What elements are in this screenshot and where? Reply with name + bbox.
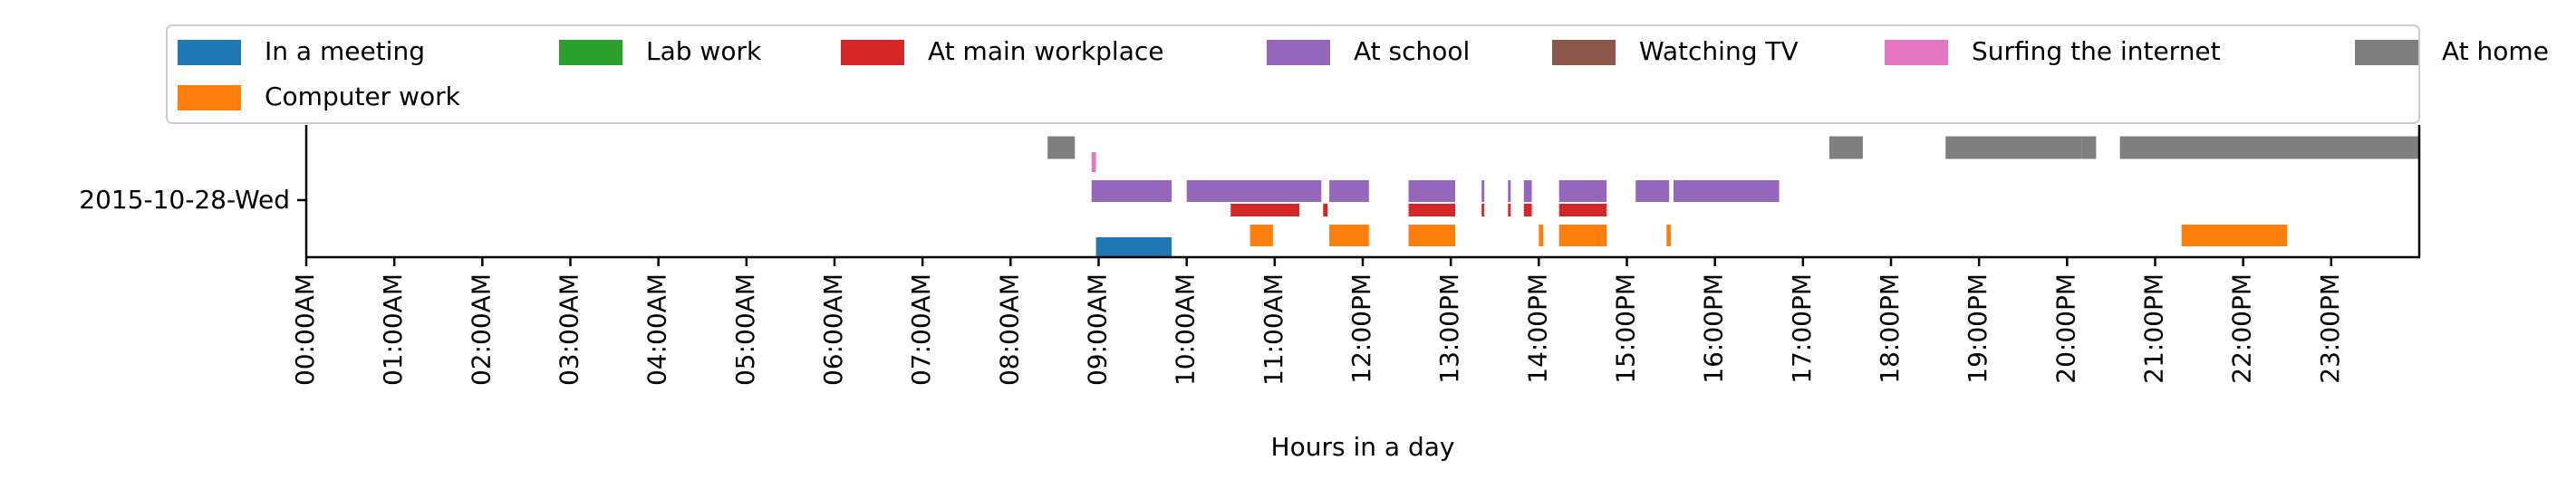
legend-label-computer-work: Computer work <box>265 82 461 111</box>
bar-at-home-4 <box>2119 136 2419 159</box>
bar-at-school-6 <box>1523 180 1532 202</box>
bar-computer-work-5 <box>1666 225 1672 246</box>
bar-at-home-2 <box>1945 136 2082 159</box>
x-tick-label-15: 15:00PM <box>1611 273 1641 384</box>
x-tick-label-3: 03:00AM <box>555 273 584 386</box>
x-tick-label-8: 08:00AM <box>994 273 1024 386</box>
x-tick-label-17: 17:00PM <box>1787 273 1817 384</box>
legend-label-at-main-workplace: At main workplace <box>928 36 1164 66</box>
bar-computer-work-4 <box>1558 225 1607 246</box>
legend-label-surfing-the-internet: Surfing the internet <box>1972 36 2221 66</box>
x-tick-label-9: 09:00AM <box>1083 273 1113 386</box>
bar-at-main-workplace-5 <box>1523 204 1532 216</box>
legend-swatch-computer-work <box>178 85 241 110</box>
legend-swatch-in-a-meeting <box>178 40 241 65</box>
x-tick-label-11: 11:00AM <box>1259 273 1288 386</box>
bar-at-school-0 <box>1091 180 1172 202</box>
bar-computer-work-1 <box>1329 225 1369 246</box>
x-tick-label-6: 06:00AM <box>818 273 848 386</box>
bar-at-school-2 <box>1329 180 1369 202</box>
x-tick-label-16: 16:00PM <box>1699 273 1729 384</box>
bar-at-main-workplace-4 <box>1508 204 1511 216</box>
legend-label-watching-tv: Watching TV <box>1639 36 1799 66</box>
bar-at-school-3 <box>1408 180 1456 202</box>
legend-label-lab-work: Lab work <box>646 36 762 66</box>
x-tick-label-19: 19:00PM <box>1963 273 1992 384</box>
x-tick-label-10: 10:00AM <box>1171 273 1201 386</box>
bar-computer-work-3 <box>1539 225 1544 246</box>
x-tick-label-1: 01:00AM <box>378 273 408 386</box>
bar-at-main-workplace-2 <box>1408 204 1456 216</box>
legend-swatch-lab-work <box>559 40 622 65</box>
bar-at-school-8 <box>1635 180 1670 202</box>
legend-swatch-at-home <box>2355 40 2418 65</box>
x-tick-label-12: 12:00PM <box>1346 273 1376 384</box>
x-tick-label-5: 05:00AM <box>730 273 760 386</box>
bar-at-school-4 <box>1481 180 1485 202</box>
legend-frame <box>166 24 2420 124</box>
bar-at-home-0 <box>1047 136 1076 159</box>
x-tick-label-21: 21:00PM <box>2139 273 2169 384</box>
bar-at-school-5 <box>1508 180 1511 202</box>
bar-at-main-workplace-1 <box>1323 204 1328 216</box>
legend-swatch-watching-tv <box>1552 40 1616 65</box>
legend-swatch-surfing-the-internet <box>1885 40 1948 65</box>
x-tick-label-20: 20:00PM <box>2050 273 2080 384</box>
x-tick-label-22: 22:00PM <box>2227 273 2257 384</box>
bar-in-a-meeting-0 <box>1095 237 1172 257</box>
legend-label-at-home: At home <box>2442 36 2549 66</box>
x-tick-label-0: 00:00AM <box>290 273 320 386</box>
bar-surfing-the-internet-0 <box>1091 152 1096 172</box>
legend-swatch-at-school <box>1267 40 1330 65</box>
x-tick-label-2: 02:00AM <box>466 273 496 386</box>
x-tick-label-13: 13:00PM <box>1434 273 1464 384</box>
x-axis-ticks: 00:00AM 01:00AM 02:00AM 03:00AM 04:00AM 05:00… <box>290 257 2345 386</box>
bar-at-school-1 <box>1186 180 1322 202</box>
legend-swatch-at-main-workplace <box>841 40 904 65</box>
legend: In a meeting Lab work At main workplace At … <box>166 24 2549 124</box>
bar-computer-work-0 <box>1249 225 1273 246</box>
x-axis-label: Hours in a day <box>1271 432 1455 462</box>
bar-computer-work-6 <box>2181 225 2288 246</box>
bar-at-main-workplace-6 <box>1558 204 1607 216</box>
row-label: 2015-10-28-Wed <box>79 185 290 215</box>
bar-at-school-9 <box>1673 180 1780 202</box>
bar-at-main-workplace-3 <box>1481 204 1485 216</box>
legend-label-in-a-meeting: In a meeting <box>265 36 425 66</box>
x-tick-label-14: 14:00PM <box>1522 273 1552 384</box>
bar-at-home-3 <box>2081 136 2097 159</box>
x-tick-label-18: 18:00PM <box>1875 273 1905 384</box>
legend-label-at-school: At school <box>1354 36 1470 66</box>
x-tick-label-23: 23:00PM <box>2315 273 2345 384</box>
bar-at-home-1 <box>1828 136 1863 159</box>
x-tick-label-7: 07:00AM <box>906 273 936 386</box>
bar-computer-work-2 <box>1408 225 1456 246</box>
plot-area <box>1047 136 2419 257</box>
bar-at-main-workplace-0 <box>1230 204 1300 216</box>
bar-at-school-7 <box>1558 180 1607 202</box>
x-tick-label-4: 04:00AM <box>642 273 672 386</box>
